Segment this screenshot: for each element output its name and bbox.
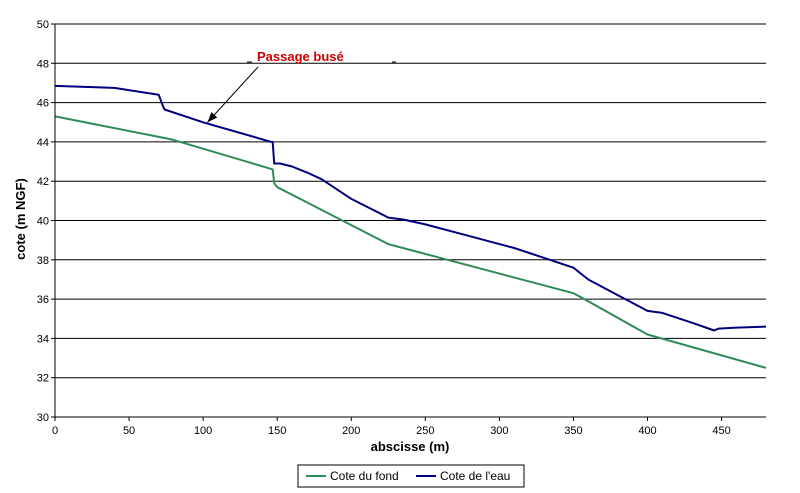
x-tick-label-300: 300 — [490, 425, 508, 437]
x-tick-label-0: 0 — [52, 425, 58, 437]
legend: Cote du fond Cote de l'eau — [297, 464, 525, 488]
x-tick-label-450: 450 — [712, 425, 730, 437]
y-tick-label-38: 38 — [37, 255, 49, 267]
annotation-arrow — [207, 66, 259, 123]
legend-label-cote-de-l-eau: Cote de l'eau — [440, 469, 510, 483]
y-tick-label-30: 30 — [37, 412, 49, 424]
y-tick-label-36: 36 — [37, 294, 49, 306]
y-tick-label-46: 46 — [37, 98, 49, 110]
legend-label-cote-du-fond: Cote du fond — [330, 469, 399, 483]
x-tick-label-350: 350 — [564, 425, 582, 437]
annotation-text: Passage busé — [257, 49, 344, 64]
series-layer — [54, 84, 767, 369]
x-tick-label-200: 200 — [342, 425, 360, 437]
x-tick-label-50: 50 — [123, 425, 135, 437]
x-tick-label-250: 250 — [416, 425, 434, 437]
y-tick-label-42: 42 — [37, 176, 49, 188]
x-tick-label-150: 150 — [268, 425, 286, 437]
y-tick-label-50: 50 — [37, 19, 49, 31]
annotation: Passage busé — [207, 49, 396, 123]
series-line-cote-du-fond — [54, 115, 767, 369]
y-tick-label-32: 32 — [37, 373, 49, 385]
x-axis-title: abscisse (m) — [371, 439, 450, 454]
x-tick-label-100: 100 — [194, 425, 212, 437]
y-tick-label-34: 34 — [37, 333, 49, 345]
annotation-arrowhead — [207, 112, 218, 123]
axes — [51, 23, 766, 421]
y-tick-label-44: 44 — [37, 137, 49, 149]
legend-box — [297, 464, 525, 488]
y-tick-label-48: 48 — [37, 58, 49, 70]
series-line-cote-de-l-eau — [54, 84, 767, 332]
y-axis-title: cote (m NGF) — [13, 178, 28, 260]
tick-labels: 30 32 34 36 38 40 42 44 46 48 50 0 50 100 150 200 250 300… — [37, 19, 731, 437]
x-tick-label-400: 400 — [638, 425, 656, 437]
y-tick-label-40: 40 — [37, 216, 49, 228]
